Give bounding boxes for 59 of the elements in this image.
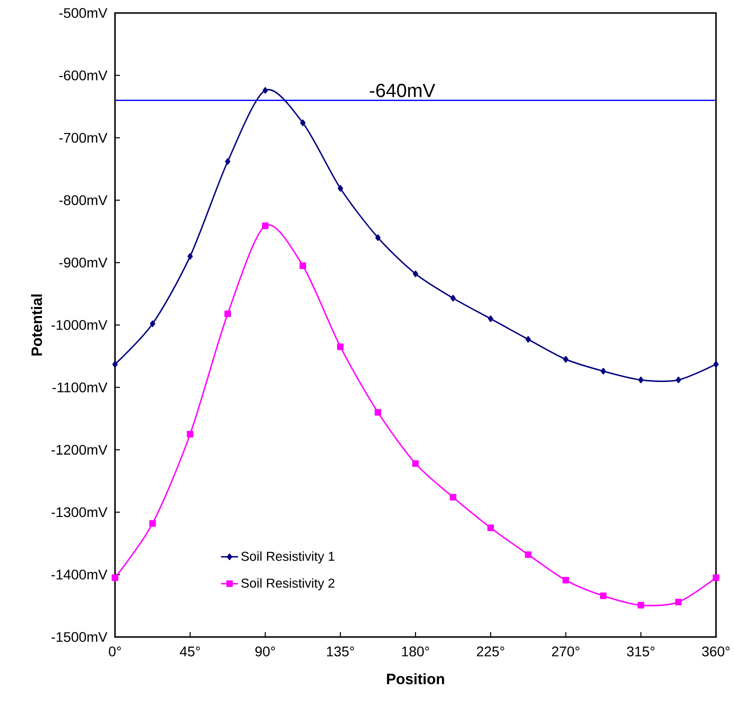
point (712, 574, 720, 582)
y-tick-label: -1500mV (52, 632, 108, 642)
y-tick-label: -1000mV (52, 320, 108, 330)
point (187, 253, 193, 260)
point (300, 262, 306, 270)
point (600, 368, 606, 374)
point (563, 356, 568, 363)
point (526, 336, 531, 343)
point (374, 409, 382, 416)
point (487, 524, 494, 532)
point (112, 574, 118, 582)
x-tick-label: 270° (552, 646, 580, 656)
point (450, 294, 456, 302)
point (675, 598, 682, 606)
point (600, 592, 607, 600)
x-tick-label: 135° (327, 646, 354, 656)
y-tick-label: -700mV (59, 132, 108, 143)
x-tick-label: 225° (476, 646, 504, 656)
x-tick-label: 90° (255, 646, 275, 656)
y-axis-title: Potential (31, 294, 42, 356)
point (676, 376, 682, 384)
point (524, 551, 532, 558)
y-tick-label: -1100mV (52, 382, 108, 392)
point (412, 460, 419, 467)
x-tick-label: 0° (108, 646, 121, 656)
point (262, 222, 269, 230)
point (112, 361, 118, 368)
x-tick-label: 45° (180, 646, 200, 656)
y-tick-label: -1200mV (52, 444, 108, 455)
point (224, 310, 231, 318)
y-tick-label: -900mV (59, 258, 108, 268)
point (300, 120, 306, 126)
x-tick-label: 315° (626, 646, 654, 656)
legend-label: Soil Resistivity 2 (241, 578, 334, 590)
point (338, 185, 344, 192)
point (186, 430, 194, 438)
point (375, 234, 381, 241)
point (562, 576, 570, 584)
ref-line-label: -640mV (370, 84, 436, 98)
y-tick-label: -500mV (59, 8, 108, 18)
point (713, 361, 719, 368)
x-tick-label: 360° (702, 646, 730, 656)
point (262, 87, 268, 94)
x-tick-label: 180° (402, 646, 430, 656)
point (638, 376, 644, 384)
point (638, 602, 644, 608)
y-tick-label: -1300mV (52, 507, 108, 518)
point (450, 494, 456, 501)
point (412, 270, 418, 278)
y-tick-label: -1400mV (52, 570, 108, 580)
legend-label: Soil Resistivity 1 (241, 551, 334, 564)
point (225, 158, 230, 165)
point (149, 520, 156, 527)
point (150, 320, 156, 328)
y-tick-label: -600mV (59, 70, 108, 80)
point (488, 315, 494, 322)
point (337, 344, 344, 350)
y-tick-label: -800mV (59, 195, 108, 206)
x-axis-title: Position (387, 673, 444, 684)
